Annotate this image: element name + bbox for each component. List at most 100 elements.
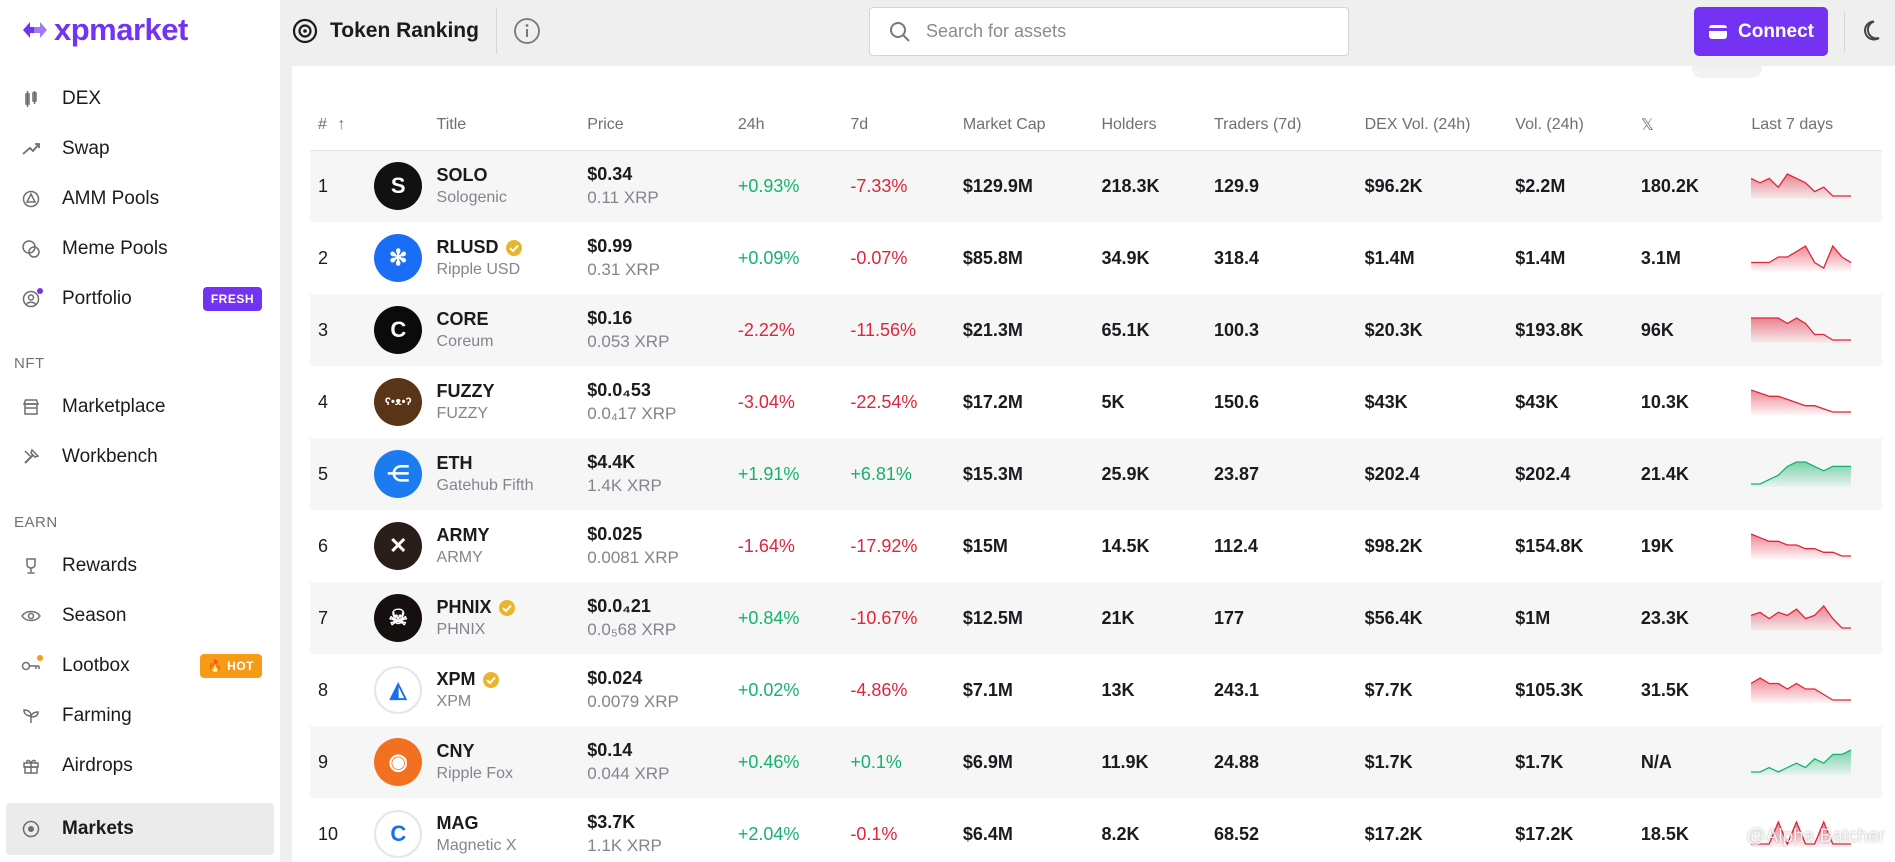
- sidebar-item-season[interactable]: Season: [14, 595, 274, 637]
- col-market-cap[interactable]: Market Cap: [962, 100, 1102, 151]
- change-24h: -1.64%: [737, 535, 795, 556]
- holders: 65.1K: [1101, 294, 1214, 366]
- sparkline-area: [1751, 461, 1852, 487]
- price-cell: $3.7K 1.1K XRP: [587, 798, 738, 862]
- price-xrp: 0.31 XRP: [587, 260, 660, 279]
- sidebar-item-meme-pools[interactable]: Meme Pools: [14, 228, 274, 270]
- sidebar-item-label: Rewards: [62, 555, 137, 576]
- holders: 218.3K: [1101, 150, 1214, 222]
- price-usd: $0.0₄21: [587, 596, 651, 616]
- table-row[interactable]: 9 ◉ CNY Ripple Fox $0.14 0.044 XRP +0.46% +0.1%…: [310, 726, 1882, 798]
- sidebar-item-markets[interactable]: Markets: [6, 803, 274, 855]
- table-row[interactable]: 3 C CORE Coreum $0.16 0.053 XRP -2.22% -11.56% $…: [310, 294, 1882, 366]
- traders: 150.6: [1213, 391, 1260, 412]
- sidebar-item-dex[interactable]: DEX: [14, 78, 274, 120]
- table-row[interactable]: 2 ✻ RLUSD Ripple USD $0.99 0.31 XRP +0.09% -0.0…: [310, 222, 1882, 294]
- token-logo-icon: ◉: [374, 738, 423, 786]
- title-cell[interactable]: ETH Gatehub Fifth: [436, 438, 588, 510]
- col-traders[interactable]: Traders (7d): [1213, 100, 1365, 151]
- table-row[interactable]: 10 C MAG Magnetic X $3.7K 1.1K XRP +2.04% -0.1%…: [310, 798, 1882, 862]
- token-name: ARMY: [436, 549, 483, 566]
- dex-volume: $20.3K: [1364, 294, 1516, 366]
- sidebar-item-workbench[interactable]: Workbench: [14, 436, 274, 478]
- x-followers: 10.3K: [1640, 391, 1689, 412]
- token-symbol: XPM: [436, 669, 476, 689]
- table-row[interactable]: 1 S SOLO Sologenic $0.34 0.11 XRP +0.93% -7.33%…: [310, 150, 1882, 222]
- title-cell[interactable]: XPM XPM: [437, 654, 588, 726]
- filter-tab-stub[interactable]: [1692, 66, 1762, 78]
- x-followers: 19K: [1640, 535, 1674, 556]
- sidebar-item-label: Workbench: [62, 446, 158, 467]
- ranking-icon: [292, 18, 318, 44]
- title-cell[interactable]: CNY Ripple Fox: [436, 726, 588, 798]
- price-usd: $0.99: [587, 236, 633, 256]
- token-logo-icon: C: [374, 306, 423, 354]
- title-cell[interactable]: SOLO Sologenic: [436, 150, 588, 222]
- moon-icon: [1864, 20, 1880, 41]
- sidebar-item-portfolio[interactable]: Portfolio FRESH: [14, 278, 274, 320]
- market-cap: $17.2M: [962, 391, 1023, 412]
- price-xrp: 0.11 XRP: [587, 188, 659, 208]
- title-cell[interactable]: PHNIX PHNIX: [436, 582, 588, 654]
- sidebar-item-label: Meme Pools: [62, 238, 168, 259]
- token-logo-cell: ◉: [372, 726, 437, 798]
- token-logo-cell: ʕ•ᴥ•ʔ: [372, 366, 436, 438]
- sidebar-item-lootbox[interactable]: Lootbox 🔥 HOT: [14, 645, 274, 687]
- sidebar-item-swap[interactable]: Swap: [14, 128, 274, 170]
- title-cell[interactable]: CORE Coreum: [436, 294, 588, 366]
- col-holders[interactable]: Holders: [1101, 100, 1214, 151]
- sidebar-item-label: Portfolio: [62, 288, 132, 309]
- token-symbol: RLUSD: [436, 237, 499, 257]
- change-7d: -4.86%: [850, 679, 908, 700]
- title-cell[interactable]: RLUSD Ripple USD: [437, 222, 588, 294]
- holders: 11.9K: [1101, 726, 1214, 798]
- table-row[interactable]: 5 ⋲ ETH Gatehub Fifth $4.4K 1.4K XRP +1.91% +6.…: [310, 438, 1882, 510]
- rank-cell: 10: [318, 823, 339, 844]
- table-row[interactable]: 4 ʕ•ᴥ•ʔ FUZZY FUZZY $0.0₄53 0.0₄17 XRP -3.04% -…: [310, 366, 1882, 438]
- title-cell[interactable]: FUZZY FUZZY: [437, 366, 588, 438]
- col-vol[interactable]: Vol. (24h): [1515, 100, 1641, 151]
- traders: 24.88: [1213, 726, 1365, 798]
- holders: 5K: [1101, 391, 1125, 412]
- traders: 23.87: [1213, 438, 1365, 510]
- col-rank[interactable]: # ↑: [310, 100, 373, 151]
- table-row[interactable]: 6 ✕ ARMY ARMY $0.025 0.0081 XRP -1.64% -17.92% $…: [310, 510, 1882, 582]
- sidebar-item-rewards[interactable]: Rewards: [14, 545, 274, 587]
- verified-badge-icon: [482, 671, 499, 688]
- token-symbol: FUZZY: [436, 381, 495, 401]
- search-box[interactable]: [869, 7, 1349, 56]
- table-row[interactable]: 7 ☠ PHNIX PHNIX $0.0₄21 0.0₅68 XRP +0.84% -10.6…: [310, 582, 1882, 654]
- search-input[interactable]: [926, 21, 1326, 42]
- change-24h: +1.91%: [737, 438, 851, 510]
- col-price[interactable]: Price: [587, 100, 738, 151]
- price-usd: $0.16: [587, 308, 633, 328]
- dex-volume: $98.2K: [1364, 535, 1423, 556]
- sidebar-item-amm-pools[interactable]: AMM Pools: [14, 178, 274, 220]
- x-followers: 18.5K: [1640, 823, 1689, 844]
- token-logo-icon: ☠: [374, 594, 423, 642]
- col-title[interactable]: Title: [436, 100, 588, 151]
- info-icon[interactable]: [512, 16, 542, 46]
- col-logo: [372, 100, 437, 151]
- title-cell[interactable]: MAG Magnetic X: [437, 798, 588, 862]
- sidebar-item-marketplace[interactable]: Marketplace: [14, 386, 274, 428]
- sidebar-item-farming[interactable]: Farming: [14, 695, 274, 737]
- sparkline-area: [1751, 605, 1852, 631]
- col-x[interactable]: 𝕏: [1640, 100, 1752, 151]
- col-7d[interactable]: 7d: [850, 100, 963, 151]
- token-logo-icon: ʕ•ᴥ•ʔ: [374, 378, 423, 426]
- change-7d: -0.1%: [850, 823, 898, 844]
- table-row[interactable]: 8 ◭ XPM XPM $0.024 0.0079 XRP +0.02% -4.86% $7.1…: [310, 654, 1882, 726]
- change-24h: +0.02%: [737, 679, 800, 700]
- sidebar-item-label: Season: [62, 605, 127, 626]
- connect-button[interactable]: Connect: [1694, 7, 1828, 56]
- col-24h[interactable]: 24h: [737, 100, 851, 151]
- sparkline-line: [1750, 676, 1852, 701]
- brand-logo[interactable]: xpmarket: [20, 10, 188, 50]
- theme-toggle[interactable]: [1844, 12, 1884, 52]
- change-24h: +0.93%: [737, 150, 851, 222]
- token-logo-cell: S: [372, 150, 437, 222]
- col-dex-vol[interactable]: DEX Vol. (24h): [1364, 100, 1516, 151]
- title-cell[interactable]: ARMY ARMY: [437, 510, 588, 582]
- sidebar-item-airdrops[interactable]: Airdrops: [14, 745, 274, 787]
